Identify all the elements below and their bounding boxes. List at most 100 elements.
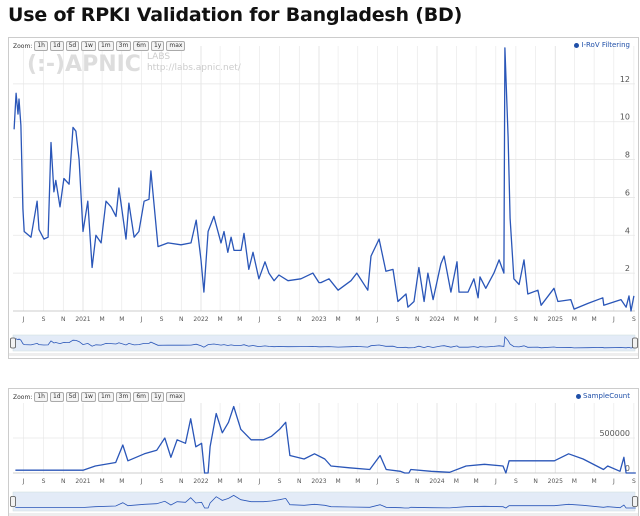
sample-chart-canvas[interactable]: JJSSNN20212021MMMMJJSSNN20222022MMMMJJSS… — [9, 389, 638, 516]
x-tick-label: 2023 — [311, 316, 326, 323]
x-tick-label: M — [99, 478, 104, 485]
zoom-1y-button[interactable]: 1y — [151, 41, 164, 51]
x-tick-label: M — [572, 316, 577, 323]
x-tick-label: M — [119, 316, 124, 323]
legend-dot-icon — [574, 43, 579, 48]
x-tick-label: 2023 — [311, 478, 326, 485]
x-tick-label: S — [514, 316, 518, 323]
zoom-1h-button[interactable]: 1h — [34, 41, 48, 51]
sample-count-chart: JJSSNN20212021MMMMJJSSNN20222022MMMMJJSS… — [8, 388, 639, 516]
zoom-label: Zoom: — [13, 43, 32, 50]
x-tick-label: M — [335, 316, 340, 323]
navigator-right-handle[interactable] — [633, 338, 638, 348]
legend-item-sample-count[interactable]: SampleCount — [576, 392, 630, 400]
x-tick-label: 2022 — [193, 478, 208, 485]
navigator-left-handle[interactable] — [11, 497, 16, 507]
rov-filtering-chart: JJSSNN20212021MMMMJJSSNN20222022MMMMJJSS… — [8, 37, 639, 359]
zoom-6m-button[interactable]: 6m — [133, 392, 149, 402]
x-tick-label: M — [592, 478, 597, 485]
x-tick-label: J — [258, 478, 261, 485]
series-line — [15, 407, 635, 474]
x-tick-label: M — [99, 316, 104, 323]
legend-dot-icon — [576, 394, 581, 399]
zoom-3m-button[interactable]: 3m — [116, 392, 132, 402]
zoom-5d-button[interactable]: 5d — [66, 41, 80, 51]
x-tick-label: S — [160, 478, 164, 485]
page-title: Use of RPKI Validation for Bangladesh (B… — [8, 4, 462, 26]
legend-item-rov-filtering[interactable]: I-RoV Filtering — [574, 41, 630, 49]
x-tick-label: J — [494, 316, 497, 323]
x-tick-label: N — [61, 478, 65, 485]
x-tick-label: M — [592, 316, 597, 323]
x-tick-label: 2022 — [193, 316, 208, 323]
y-tick-label: 6 — [625, 188, 630, 197]
navigator-right-handle[interactable] — [633, 497, 638, 507]
x-tick-label: 2025 — [548, 478, 563, 485]
y-tick-label: 4 — [625, 226, 630, 235]
x-tick-label: J — [494, 478, 497, 485]
y-tick-label: 12 — [620, 75, 630, 84]
zoom-1w-button[interactable]: 1w — [81, 41, 96, 51]
x-tick-label: M — [217, 478, 222, 485]
x-tick-label: J — [22, 478, 25, 485]
x-tick-label: S — [632, 478, 636, 485]
x-tick-label: S — [632, 316, 636, 323]
x-tick-label: 2021 — [75, 478, 90, 485]
x-tick-label: N — [179, 478, 184, 485]
x-tick-label: N — [297, 478, 302, 485]
x-tick-label: N — [533, 316, 538, 323]
x-tick-label: M — [237, 478, 242, 485]
x-tick-label: M — [355, 316, 360, 323]
x-tick-label: J — [140, 316, 143, 323]
x-tick-label: J — [258, 316, 261, 323]
zoom-controls: Zoom: 1h 1d 5d 1w 1m 3m 6m 1y max — [13, 41, 185, 51]
apnic-logo: (:-)APNIC — [27, 52, 141, 77]
x-tick-label: N — [61, 316, 65, 323]
rov-chart-canvas[interactable]: JJSSNN20212021MMMMJJSSNN20222022MMMMJJSS… — [9, 38, 638, 358]
navigator-window — [13, 492, 635, 511]
zoom-1m-button[interactable]: 1m — [98, 392, 114, 402]
x-tick-label: N — [179, 316, 184, 323]
x-tick-label: N — [533, 478, 538, 485]
x-tick-label: S — [396, 316, 400, 323]
zoom-1h-button[interactable]: 1h — [34, 392, 48, 402]
x-tick-label: N — [297, 316, 302, 323]
series-line — [14, 48, 634, 311]
x-tick-label: J — [376, 316, 379, 323]
x-tick-label: M — [454, 478, 459, 485]
navigator-left-handle[interactable] — [11, 338, 16, 348]
y-tick-label: 500000 — [599, 429, 630, 438]
x-tick-label: N — [415, 478, 420, 485]
zoom-max-button[interactable]: max — [166, 41, 185, 51]
x-tick-label: N — [415, 316, 420, 323]
zoom-6m-button[interactable]: 6m — [133, 41, 149, 51]
legend-label: SampleCount — [583, 392, 630, 400]
x-tick-label: 2024 — [429, 478, 444, 485]
x-tick-label: M — [355, 478, 360, 485]
x-tick-label: 2024 — [429, 316, 444, 323]
navigator-scrollbar[interactable] — [9, 353, 638, 356]
x-tick-label: M — [474, 316, 479, 323]
x-tick-label: J — [22, 316, 25, 323]
zoom-5d-button[interactable]: 5d — [66, 392, 80, 402]
zoom-1d-button[interactable]: 1d — [50, 392, 64, 402]
x-tick-label: M — [237, 316, 242, 323]
x-tick-label: S — [514, 478, 518, 485]
zoom-1y-button[interactable]: 1y — [151, 392, 164, 402]
y-tick-label: 8 — [625, 151, 630, 160]
y-tick-label: 2 — [625, 264, 630, 273]
navigator-window — [13, 335, 635, 351]
y-tick-label: 10 — [620, 113, 630, 122]
x-tick-label: S — [42, 478, 46, 485]
zoom-1m-button[interactable]: 1m — [98, 41, 114, 51]
zoom-max-button[interactable]: max — [166, 392, 185, 402]
x-tick-label: J — [140, 478, 143, 485]
x-tick-label: M — [217, 316, 222, 323]
zoom-1d-button[interactable]: 1d — [50, 41, 64, 51]
zoom-1w-button[interactable]: 1w — [81, 392, 96, 402]
x-tick-label: S — [42, 316, 46, 323]
x-tick-label: M — [454, 316, 459, 323]
watermark-labs: LABS — [147, 52, 170, 62]
zoom-3m-button[interactable]: 3m — [116, 41, 132, 51]
